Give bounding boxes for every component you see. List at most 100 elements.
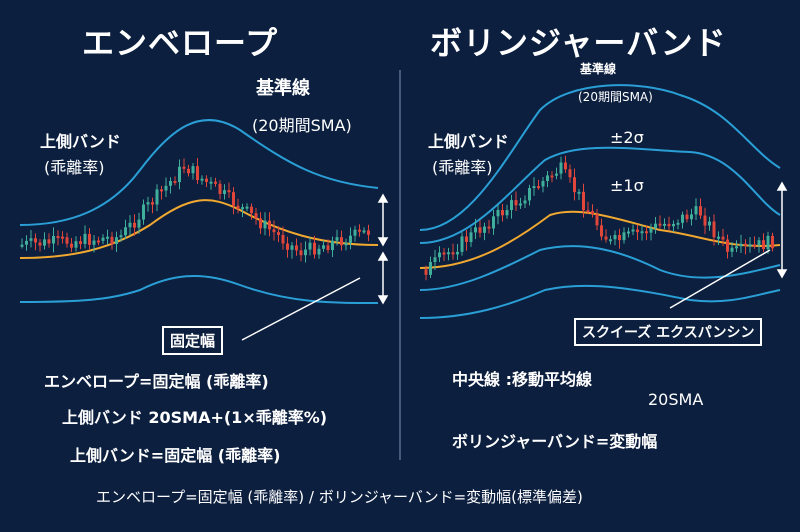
left-band-label: 上側バンド [40,132,121,151]
right-candle-body [649,228,653,233]
right-candle-body [438,252,441,258]
left-candle-body [367,230,370,235]
left-candle-body [83,233,87,244]
right-band-label: 上側バンド [428,132,509,151]
right-candle-body [546,175,549,181]
right-candle-body [771,235,774,249]
left-candle-body [286,243,289,250]
left-candle-body [106,236,109,239]
right-candle-body [496,209,500,217]
left-formula-1: エンベロープ=固定幅 (乖離率) [44,372,269,391]
right-candle-body [699,206,702,216]
right-candle-body [667,223,671,227]
left-candle-body [259,218,262,229]
right-candle-body [730,247,734,252]
right-candle-body [429,262,432,275]
left-candle-body [25,240,28,245]
left-candle-body [65,237,69,244]
right-candle-body [735,246,738,249]
right-candle-body [744,243,747,246]
left-candle-body [79,241,82,244]
left-candle-body [151,202,154,205]
right-candle-body [451,252,455,255]
right-candle-body [487,226,491,229]
right-candle-body [685,214,689,220]
right-candle-body [694,206,698,215]
right-candle-body [555,173,558,176]
left-candle-body [20,244,24,247]
right-lower-band-2 [419,284,781,319]
left-candle-body [52,236,55,244]
left-candle-body [344,242,348,246]
right-candle-body [523,200,527,204]
right-candle-body [469,232,473,243]
right-candle-body [676,222,680,225]
left-candle-body [236,205,240,209]
right-candle-body [645,231,648,234]
right-candle-body [721,236,725,240]
right-candle-body [640,231,644,234]
left-candle-body [245,206,249,209]
left-candle-body [124,227,127,236]
left-formula-2: 上側バンド 20SMA+(1×乖離率%) [62,408,328,427]
right-candle-body [424,269,428,275]
left-candle-body [268,220,271,230]
left-candle-body [326,245,330,251]
right-pointer-line [669,249,771,309]
right-candle-body [550,175,554,178]
right-candle-body [474,227,477,233]
right-candle-body [672,223,675,227]
right-formula-3: ボリンジャーバンド=変動幅 [452,432,658,451]
left-candle-body [101,237,105,241]
left-candle-body [281,234,285,244]
right-candle-body [573,177,576,193]
right-candle-body [622,232,626,241]
left-candle-body [353,229,357,236]
fixed-width-box: 固定幅 [162,326,224,355]
left-candle-body [133,222,136,228]
left-sma-label: 基準線 [256,78,310,99]
left-candle-body [38,242,42,246]
right-candle-body [460,236,464,252]
left-candle-body [29,238,33,241]
right-candle-body [712,221,716,238]
left-candle-body [322,245,325,249]
left-candle-body [115,237,118,245]
left-candle-body [313,242,316,255]
right-candle-body [600,225,603,237]
right-upper-band-2 [419,84,781,231]
left-candle-body [70,243,73,248]
right-candle-body [636,229,639,233]
left-candle-body [218,183,222,194]
right-candle-body [739,243,743,247]
left-pointer-line [241,277,361,341]
left-candle-body [295,245,298,251]
right-candle-body [618,235,621,241]
right-sma-label: 基準線 [580,62,617,76]
right-candle-body [753,244,756,247]
left-formula-3: 上側バンド=固定幅 (乖離率) [70,446,281,465]
left-candle-body [146,202,150,205]
right-candle-body [627,231,630,234]
squeeze-box: スクイーズ エクスパンシン [574,318,763,346]
right-candle-body [613,235,617,240]
right-candle-body [690,214,693,220]
left-candle-body [254,213,258,219]
right-lower-band-1 [419,245,781,291]
right-candle-body [577,191,581,194]
footer-summary: エンベロープ=固定幅 (乖離率) / ボリンジャーバンド=変動幅(標準偏差) [96,488,583,506]
left-candle-body [299,250,303,256]
right-candle-body [447,252,450,255]
left-candle-body [308,242,312,250]
left-candle-body [340,237,343,246]
right-width-arrows [776,181,788,279]
left-candle-body [241,207,244,210]
left-candle-body [88,233,91,245]
right-candle-body [681,214,684,223]
right-candle-body [483,226,486,233]
left-candle-body [331,240,334,251]
sigma-2-label: ±2σ [610,128,644,147]
left-candle-body [349,235,352,243]
left-candle-body [169,181,172,186]
left-candle-body [92,240,96,245]
